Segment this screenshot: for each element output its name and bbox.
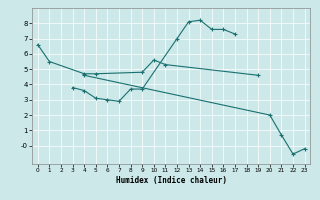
X-axis label: Humidex (Indice chaleur): Humidex (Indice chaleur)	[116, 176, 227, 185]
